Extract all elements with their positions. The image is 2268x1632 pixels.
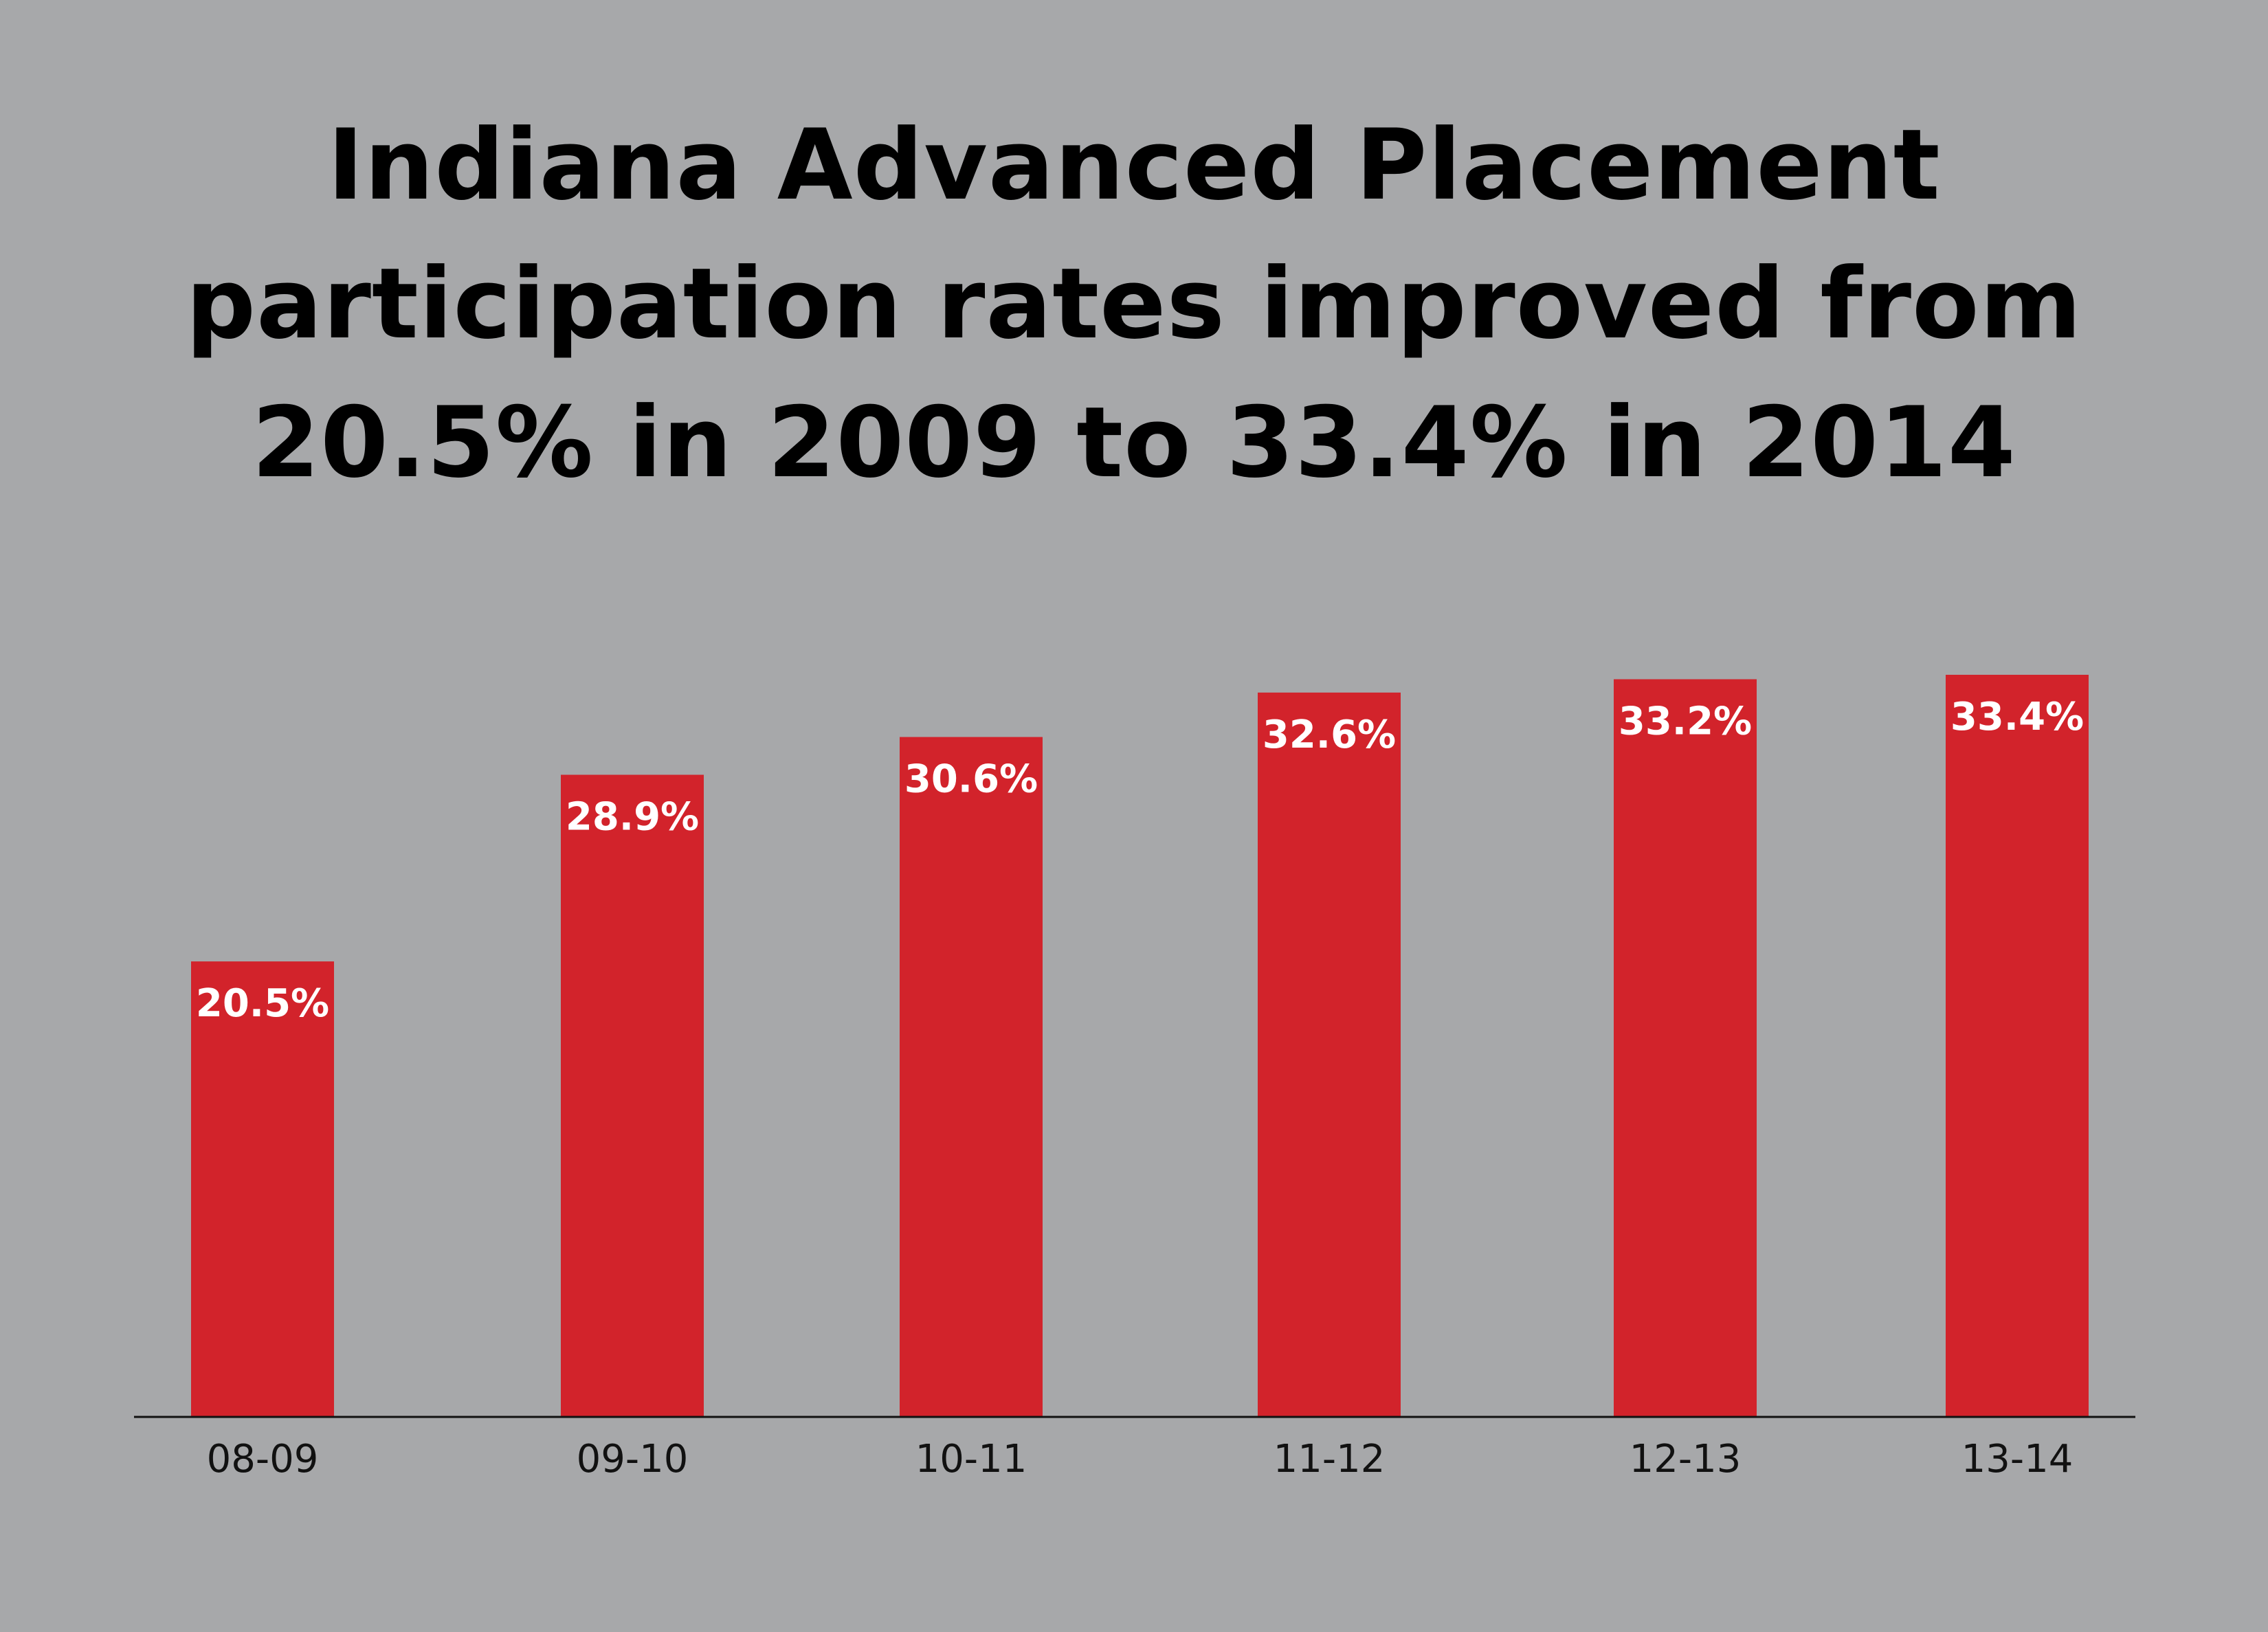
bar-08-09 (191, 961, 334, 1417)
bars-group: 20.5% 28.9% 30.6% 32.6% 33.2% 33.4% (191, 675, 2089, 1417)
bar-12-13 (1614, 679, 1757, 1417)
bar-09-10 (561, 774, 704, 1417)
chart-title-line-2: participation rates improved from (186, 247, 2082, 361)
bar-value-label-13-14: 33.4% (1950, 695, 2084, 739)
x-tick-label-13-14: 13-14 (1961, 1437, 2074, 1482)
chart-title-line-1: Indiana Advanced Placement (327, 109, 1941, 222)
bar-value-label-10-11: 30.6% (904, 757, 1038, 802)
chart-title: Indiana Advanced Placement participation… (0, 96, 2268, 513)
bar-10-11 (900, 737, 1043, 1417)
x-tick-label-11-12: 11-12 (1274, 1437, 1386, 1482)
x-tick-label-08-09: 08-09 (207, 1437, 319, 1482)
bar-13-14 (1946, 675, 2089, 1417)
x-tick-label-12-13: 12-13 (1630, 1437, 1742, 1482)
bar-11-12 (1258, 692, 1401, 1417)
bar-value-label-09-10: 28.9% (566, 795, 699, 840)
x-tick-labels: 08-09 09-10 10-11 11-12 12-13 13-14 (207, 1437, 2074, 1482)
x-tick-label-10-11: 10-11 (915, 1437, 1027, 1482)
chart-title-line-3: 20.5% in 2009 to 33.4% in 2014 (252, 386, 2016, 500)
bar-value-label-12-13: 33.2% (1619, 699, 1752, 744)
bar-value-label-11-12: 32.6% (1263, 713, 1396, 757)
x-tick-label-09-10: 09-10 (577, 1437, 689, 1482)
bar-value-label-08-09: 20.5% (196, 981, 329, 1026)
